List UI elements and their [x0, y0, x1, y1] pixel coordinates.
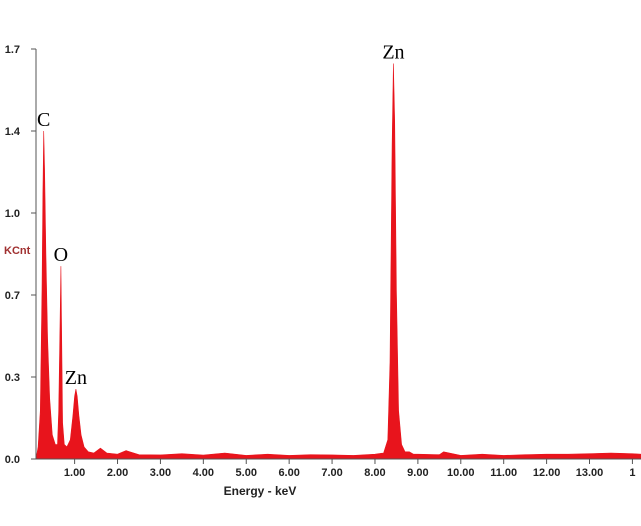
x-tick-label: 6.00 — [278, 467, 299, 479]
x-tick-label: 2.00 — [107, 467, 128, 479]
x-tick-label: 3.00 — [150, 467, 171, 479]
y-ticks: 0.0 0.3 0.7 1.0 1.4 1.7 — [5, 44, 36, 466]
spectrum-area-layer — [35, 63, 641, 460]
peak-annotations: C O Zn Zn — [37, 41, 404, 389]
x-tick-label: 13.00 — [576, 467, 604, 479]
x-tick-label: 1 — [629, 467, 635, 479]
y-tick-label: 1.7 — [5, 44, 20, 56]
peak-label-zn: Zn — [65, 367, 87, 389]
y-axis-label: KCnt — [4, 245, 31, 257]
x-tick-label: 4.00 — [193, 467, 214, 479]
y-tick-label: 0.0 — [5, 454, 20, 466]
peak-label-c: C — [37, 109, 50, 131]
spectrum-series — [35, 63, 641, 460]
x-axis-label: Energy - keV — [224, 484, 297, 498]
x-tick-label: 12.00 — [533, 467, 561, 479]
x-tick-label: 11.00 — [490, 467, 517, 479]
y-tick-label: 1.0 — [5, 208, 20, 220]
y-tick-label: 0.3 — [5, 372, 20, 384]
y-tick-label: 1.4 — [5, 126, 21, 138]
x-tick-label: 9.00 — [407, 467, 428, 479]
x-tick-label: 10.00 — [447, 467, 475, 479]
x-tick-label: 5.00 — [236, 467, 257, 479]
peak-label-o: O — [54, 244, 68, 266]
x-tick-label: 7.00 — [321, 467, 342, 479]
y-tick-label: 0.7 — [5, 290, 20, 302]
x-tick-label: 1.00 — [64, 467, 85, 479]
axes — [35, 49, 641, 460]
x-tick-label: 8.00 — [364, 467, 385, 479]
peak-label-zn: Zn — [382, 41, 404, 63]
x-ticks: 1.00 2.00 3.00 4.00 5.00 6.00 7.00 8.00 9.00 10.0… — [64, 459, 635, 479]
